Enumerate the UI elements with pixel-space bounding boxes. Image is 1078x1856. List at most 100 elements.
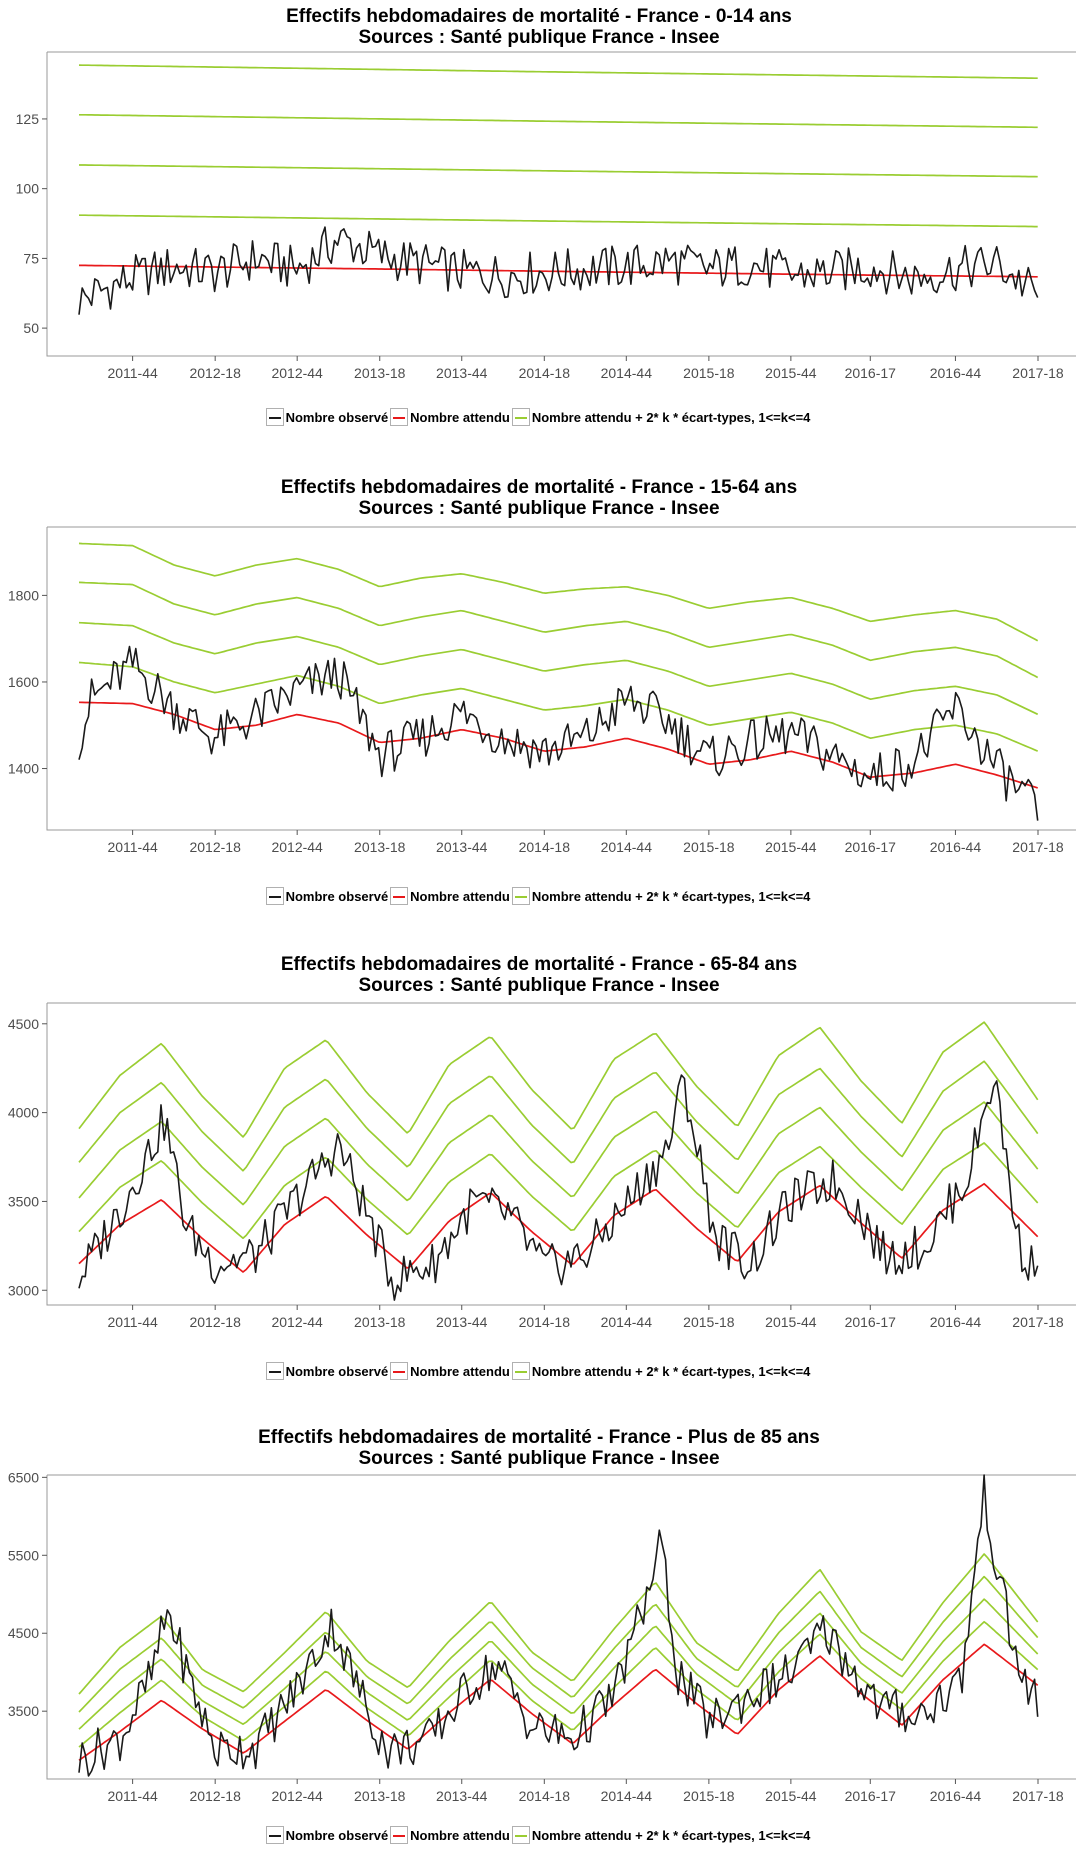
x-tick-label: 2016-44 — [930, 1788, 982, 1804]
series-band-line — [78, 1060, 1039, 1172]
legend-key-observed — [265, 1826, 284, 1844]
series-band-line — [79, 164, 1038, 178]
legend-label-observed: Nombre observé — [285, 888, 389, 904]
legend-key-observed — [265, 1362, 284, 1380]
legend-item-observed: Nombre observé — [265, 1826, 388, 1844]
chart-subtitle: Sources : Santé publique France - Insee — [358, 498, 720, 519]
legend-label-expected: Nombre attendu — [410, 1363, 510, 1379]
x-tick-label: 2013-44 — [436, 839, 488, 855]
chart-svg: 50 75 100 125 2011-44 2012-18 2012-44 2013-18 20… — [16, 51, 1076, 381]
x-tick-label: 2011-44 — [107, 1788, 158, 1804]
chart-subtitle: Sources : Santé publique France - Insee — [358, 27, 720, 48]
legend-label-expected: Nombre attendu — [410, 409, 510, 425]
series-band-line — [79, 214, 1038, 228]
series-band-line — [78, 1142, 1039, 1240]
y-tick-label: 1400 — [8, 761, 39, 777]
series-band-line — [78, 581, 1039, 679]
series-observed-line — [78, 1474, 1039, 1777]
legend-label-expected: Nombre attendu — [410, 1827, 510, 1843]
plot-frame — [46, 51, 1076, 357]
x-tick-label: 2011-44 — [107, 1314, 158, 1330]
chart-title: Effectifs hebdomadaires de mortalité - F… — [258, 1427, 820, 1448]
chart-panel-15-64: Effectifs hebdomadaires de mortalité - F… — [0, 0, 1078, 905]
x-tick-label: 2014-44 — [601, 1314, 653, 1330]
chart-svg: 3000 3500 4000 4500 2011-44 2012-18 2012-44 201… — [8, 1002, 1076, 1330]
x-tick-label: 2017-18 — [1012, 1788, 1064, 1804]
legend-item-bands: Nombre attendu + 2* k * écart-types, 1<=… — [511, 1362, 811, 1380]
x-tick-label: 2014-18 — [519, 365, 571, 381]
chart-subtitle: Sources : Santé publique France - Insee — [358, 975, 720, 996]
chart-panel-65-84: Effectifs hebdomadaires de mortalité - F… — [0, 0, 1078, 1380]
legend-item-expected: Nombre attendu — [390, 887, 510, 905]
chart-legend: Nombre observé Nombre attendu Nombre att… — [0, 1362, 1078, 1380]
series-observed-line — [78, 645, 1039, 821]
x-tick-label: 2012-18 — [189, 839, 241, 855]
x-tick-label: 2015-44 — [765, 1314, 817, 1330]
legend-item-expected: Nombre attendu — [390, 1362, 510, 1380]
x-tick-label: 2012-18 — [189, 1788, 241, 1804]
y-tick-label: 75 — [23, 250, 39, 266]
series-band-line — [78, 1021, 1039, 1138]
x-tick-label: 2017-18 — [1012, 839, 1064, 855]
x-tick-label: 2015-18 — [683, 1314, 735, 1330]
legend-item-bands: Nombre attendu + 2* k * écart-types, 1<=… — [511, 887, 811, 905]
chart-title: Effectifs hebdomadaires de mortalité - F… — [280, 954, 798, 975]
y-tick-label: 4500 — [8, 1625, 39, 1641]
x-tick-label: 2016-44 — [930, 365, 982, 381]
x-tick-label: 2013-18 — [354, 1788, 406, 1804]
x-tick-label: 2015-44 — [765, 839, 817, 855]
series-band-line — [78, 1575, 1039, 1713]
x-tick-label: 2016-17 — [845, 1788, 897, 1804]
x-tick-label: 2013-18 — [354, 365, 406, 381]
x-tick-label: 2013-18 — [354, 839, 406, 855]
series-band-line — [78, 1553, 1039, 1695]
legend-key-expected — [390, 1826, 409, 1844]
y-tick-label: 1600 — [8, 674, 39, 690]
y-tick-label: 1800 — [8, 587, 39, 603]
x-tick-label: 2013-44 — [436, 1314, 488, 1330]
y-tick-label: 3000 — [8, 1282, 39, 1298]
legend-label-bands: Nombre attendu + 2* k * écart-types, 1<=… — [531, 409, 811, 425]
series-observed-line — [78, 226, 1039, 315]
y-tick-label: 4500 — [8, 1016, 39, 1032]
legend-item-expected: Nombre attendu — [390, 1826, 510, 1844]
y-tick-label: 5500 — [8, 1547, 39, 1563]
legend-item-observed: Nombre observé — [265, 1362, 389, 1380]
x-tick-label: 2012-44 — [271, 839, 323, 855]
x-tick-label: 2011-44 — [107, 839, 158, 855]
x-tick-label: 2015-44 — [765, 365, 817, 381]
legend-label-bands: Nombre attendu + 2* k * écart-types, 1<=… — [531, 888, 811, 904]
x-tick-label: 2016-44 — [930, 1314, 982, 1330]
x-tick-label: 2014-44 — [601, 365, 653, 381]
x-tick-label: 2013-44 — [436, 365, 488, 381]
y-tick-label: 100 — [16, 181, 40, 197]
x-tick-label: 2016-17 — [845, 1314, 897, 1330]
y-tick-label: 3500 — [8, 1193, 39, 1209]
legend-label-bands: Nombre attendu + 2* k * écart-types, 1<=… — [531, 1363, 811, 1379]
x-tick-label: 2012-18 — [189, 365, 241, 381]
legend-label-observed: Nombre observé — [285, 1363, 389, 1379]
x-tick-label: 2014-18 — [519, 1788, 571, 1804]
x-tick-label: 2017-18 — [1012, 365, 1064, 381]
series-observed-line — [78, 1074, 1039, 1301]
x-tick-label: 2017-18 — [1012, 1314, 1064, 1330]
legend-label-expected: Nombre attendu — [410, 888, 510, 904]
x-tick-label: 2011-44 — [107, 365, 158, 381]
series-band-line — [78, 64, 1038, 80]
legend-key-bands — [511, 1826, 530, 1844]
series-band-line — [78, 621, 1039, 716]
legend-key-bands — [511, 887, 530, 905]
x-tick-label: 2012-18 — [189, 1314, 241, 1330]
x-tick-label: 2012-44 — [271, 365, 323, 381]
series-band-line — [78, 661, 1039, 752]
legend-label-observed: Nombre observé — [285, 409, 389, 425]
series-band-line — [79, 113, 1038, 129]
chart-legend: Nombre observé Nombre attendu Nombre att… — [0, 887, 1078, 905]
legend-item-expected: Nombre attendu — [390, 408, 510, 426]
chart-title: Effectifs hebdomadaires de mortalité - F… — [280, 477, 798, 498]
chart-panel-0-14: Effectifs hebdomadaires de mortalité - F… — [0, 0, 1078, 426]
x-tick-label: 2013-44 — [436, 1788, 488, 1804]
x-tick-label: 2013-18 — [354, 1314, 406, 1330]
legend-item-bands: Nombre attendu + 2* k * écart-types, 1<=… — [511, 408, 811, 426]
